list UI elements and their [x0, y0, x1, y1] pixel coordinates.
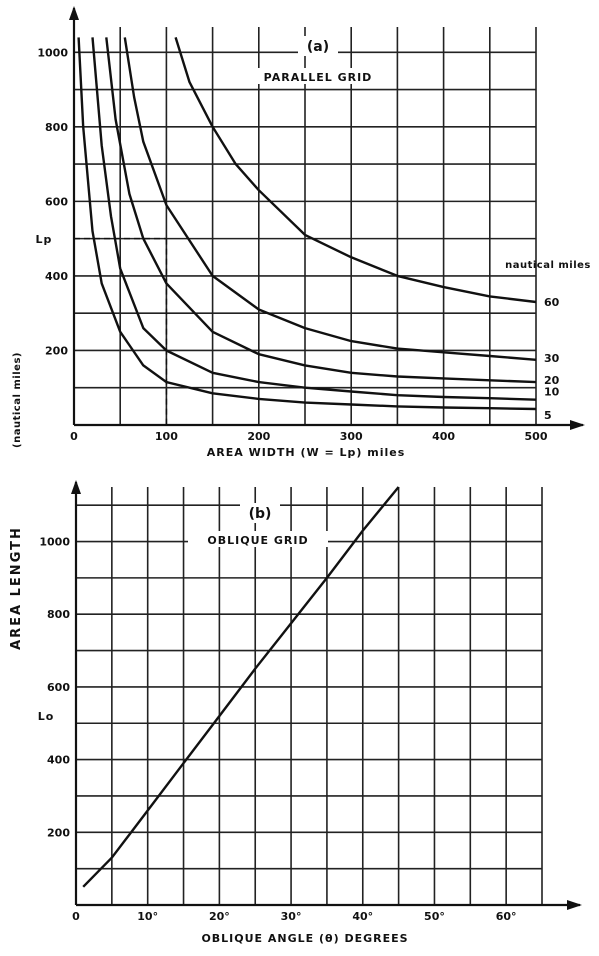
panel-b-title-bg	[240, 503, 280, 523]
panel-a-y-ticks: 200 400 600 800 1000	[37, 46, 68, 357]
panel-a-y-label: Lp	[36, 233, 53, 246]
panel-b-x-tick-label: 0	[72, 910, 80, 923]
panel-a-x-tick-label: 300	[340, 430, 363, 443]
panel-a-x-tick-label: 400	[432, 430, 455, 443]
shared-y-label-units: (nautical miles)	[12, 352, 23, 448]
panel-b-title: (b)	[249, 506, 272, 522]
panel-a-y-tick-label: 400	[45, 270, 68, 283]
series-label-20: 20	[544, 374, 560, 387]
panel-a-title-bg	[298, 36, 338, 56]
series-line-30	[123, 37, 537, 361]
panel-b-x-tick-label: 30°	[281, 910, 302, 923]
panel-b-x-tick-label: 10°	[137, 910, 158, 923]
panel-b-x-arrow	[567, 900, 582, 910]
panel-b-subtitle-bg	[188, 531, 328, 547]
panel-b-x-label: OBLIQUE ANGLE (θ) DEGREES	[201, 932, 408, 945]
panel-a-x-label: AREA WIDTH (W = Lp) miles	[207, 446, 406, 459]
series-line-5	[77, 37, 537, 411]
panel-b-x-ticks: 0 10° 20° 30° 40° 50° 60°	[72, 910, 516, 923]
series-label-60: 60	[544, 296, 560, 309]
panel-a-grid	[74, 27, 537, 425]
panel-a-subtitle: PARALLEL GRID	[264, 71, 373, 84]
panel-a-x-arrow	[570, 420, 585, 430]
series-label-10: 10	[544, 386, 560, 399]
panel-b-y-tick-label: 1000	[39, 536, 70, 549]
panel-b-y-tick-label: 400	[47, 754, 70, 767]
legend-title: nautical miles	[505, 260, 591, 271]
panel-a-subtitle-bg	[250, 68, 386, 84]
panel-b-x-tick-label: 20°	[209, 910, 230, 923]
panel-a-x-tick-label: 100	[155, 430, 178, 443]
shared-y-label: AREA LENGTH	[9, 526, 24, 650]
panel-a-x-tick-label: 500	[525, 430, 548, 443]
panel-a-y-tick-label: 1000	[37, 46, 68, 59]
panel-b-grid	[76, 487, 543, 905]
panel-b-x-tick-label: 60°	[496, 910, 517, 923]
series-line-20	[105, 37, 537, 384]
panel-b-axes	[71, 480, 582, 910]
panel-a-series	[77, 37, 537, 411]
panel-b-y-tick-label: 600	[47, 681, 70, 694]
panel-a-y-tick-label: 800	[45, 121, 68, 134]
panel-a-reference-lines	[74, 237, 168, 425]
series-line-60	[174, 37, 537, 304]
panel-b-y-ticks: 200 400 600 800 1000	[39, 536, 70, 840]
panel-b-y-label: Lo	[38, 710, 55, 723]
panel-a-y-tick-label: 200	[45, 344, 68, 357]
panel-b-y-tick-label: 200	[47, 826, 70, 839]
series-label-30: 30	[544, 352, 560, 365]
panel-b-y-arrow	[71, 480, 81, 494]
panel-b-subtitle: OBLIQUE GRID	[207, 534, 308, 547]
panel-b-x-tick-label: 50°	[424, 910, 445, 923]
panel-b-series	[82, 486, 400, 888]
panel-b-series-line-0	[82, 486, 400, 888]
panel-a-x-tick-label: 200	[247, 430, 270, 443]
series-line-10	[91, 37, 537, 401]
panel-b: 0 10° 20° 30° 40° 50° 60° 200 400 600 800 1000 (b)…	[38, 480, 582, 945]
panel-a-title: (a)	[307, 39, 329, 55]
panel-a-y-tick-label: 600	[45, 195, 68, 208]
series-label-5: 5	[544, 409, 552, 422]
panel-a-x-ticks: 0 100 200 300 400 500	[70, 430, 548, 443]
panel-a-x-tick-label: 0	[70, 430, 78, 443]
panel-b-y-tick-label: 800	[47, 608, 70, 621]
panel-a-axes	[69, 6, 585, 430]
panel-a-y-arrow	[69, 6, 79, 20]
panel-b-x-tick-label: 40°	[352, 910, 373, 923]
